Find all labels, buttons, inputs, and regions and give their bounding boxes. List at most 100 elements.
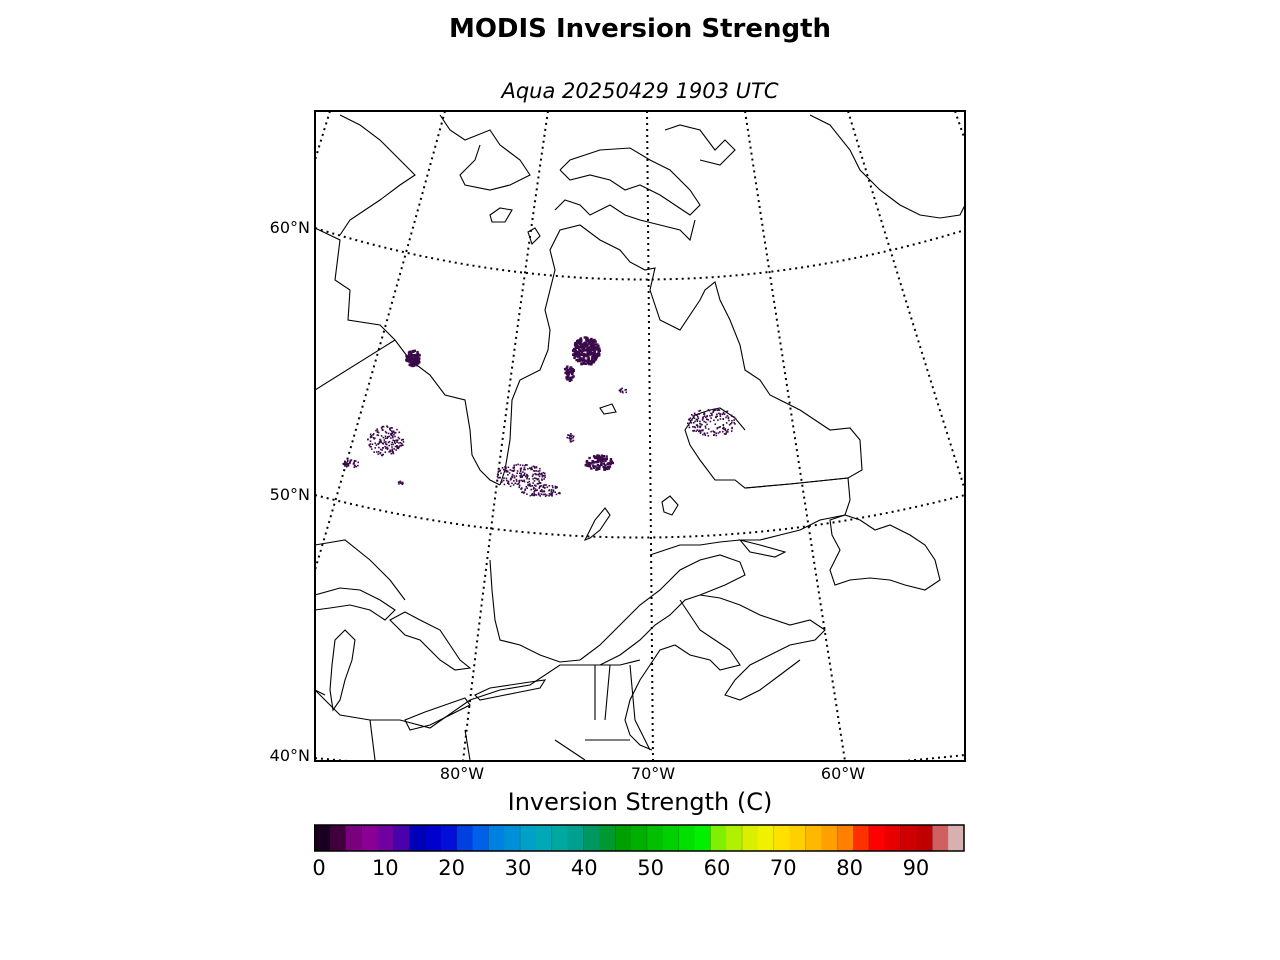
colorbar-tick-10: 10 [371,856,399,880]
data-pixel [517,463,519,466]
data-pixel [567,434,569,436]
data-pixel [506,470,509,473]
data-pixel [570,436,573,438]
data-pixel [372,434,374,436]
data-pixel [584,359,587,363]
data-pixel [598,354,601,357]
data-pixel [522,474,525,477]
data-pixel [697,417,700,420]
data-pixel [502,479,505,482]
colorbar-swatch [583,825,600,851]
data-pixel [413,354,416,357]
data-pixel [569,366,572,369]
data-pixel [381,426,384,428]
colorbar-swatch [440,825,458,851]
data-pixel [699,432,702,434]
data-pixel [715,416,717,418]
data-pixel [532,473,534,476]
data-pixel [568,434,570,437]
data-pixel [596,464,600,467]
data-pixel [565,367,568,370]
data-pixel [725,422,728,424]
data-pixel [533,492,536,495]
colorbar-swatch [821,825,838,851]
data-pixel [500,481,503,483]
data-pixel [538,480,540,482]
data-pixel [543,490,546,493]
coastline-maritimes [624,599,741,751]
data-pixel [723,413,726,415]
data-pixel [390,452,393,455]
data-pixel [731,420,733,422]
data-pixel [554,485,557,488]
data-pixel [706,432,709,434]
data-pixel [409,361,412,364]
data-pixel [590,340,593,343]
data-pixel [412,349,415,353]
data-pixel [692,430,694,432]
data-pixel [505,467,507,469]
data-pixel [541,478,543,481]
data-pixel [525,475,527,478]
data-pixel [516,483,519,485]
data-pixel [566,436,569,439]
data-pixel [710,430,712,433]
data-pixel [716,413,718,415]
data-pixel [593,340,596,343]
data-pixel [596,343,599,346]
data-pixel [346,465,348,468]
data-pixel [507,466,510,469]
data-pixel [594,460,597,464]
data-pixel [580,362,583,365]
data-pixel [730,422,733,424]
data-pixel [576,339,579,343]
data-pixel [574,343,577,347]
data-pixel [520,488,523,490]
data-pixel [594,343,598,346]
data-pixel [619,391,622,393]
data-pixel [716,409,719,412]
data-pixel [388,451,390,453]
data-pixel [532,478,534,480]
data-pixel [722,411,725,414]
data-pixel [703,420,705,423]
meridian-50w [954,111,965,141]
data-pixel [693,413,696,415]
data-pixel [725,410,728,413]
data-pixel [497,476,499,479]
data-pixel [593,338,596,342]
island-belcher [527,227,541,246]
data-pixel [382,443,385,445]
coastline-st-lawrence [579,554,746,666]
data-pixel [500,472,502,475]
data-pixel [569,434,571,437]
coastline-islands [439,114,531,191]
data-pixel [718,412,720,415]
data-pixel [522,471,524,473]
data-pixel [521,476,523,478]
data-pixel [378,446,380,449]
data-pixel [605,457,608,461]
data-pixel [602,462,606,465]
data-pixel [526,481,529,484]
data-pixel [541,476,544,478]
data-pixel [703,413,706,415]
meridian-85w [315,111,446,571]
data-pixel [566,373,569,376]
data-pixel [393,433,395,436]
meridian-80w [462,111,549,761]
data-pixel [707,428,710,430]
island-southampton [489,207,513,223]
data-pixel [587,340,590,344]
data-pixel [413,361,416,364]
colorbar-tick-0: 0 [312,856,326,880]
data-pixel [548,485,551,487]
data-pixel [565,370,568,373]
data-pixel [595,356,598,359]
data-pixel [707,409,710,411]
meridian-55w [847,111,965,491]
lon-label-60w: 60°W [820,764,866,783]
data-pixel [411,361,414,365]
data-pixel [582,355,586,358]
data-pixel [523,468,525,471]
